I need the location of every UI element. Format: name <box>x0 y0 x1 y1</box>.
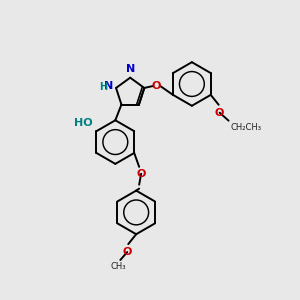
Text: N: N <box>104 81 113 91</box>
Text: O: O <box>215 108 224 118</box>
Text: CH₃: CH₃ <box>111 262 126 271</box>
Text: CH₂CH₃: CH₂CH₃ <box>231 123 262 132</box>
Text: H: H <box>99 82 107 92</box>
Text: HO: HO <box>74 118 92 128</box>
Text: N: N <box>126 64 135 74</box>
Text: O: O <box>152 81 161 91</box>
Text: O: O <box>136 169 146 179</box>
Text: O: O <box>123 247 132 257</box>
